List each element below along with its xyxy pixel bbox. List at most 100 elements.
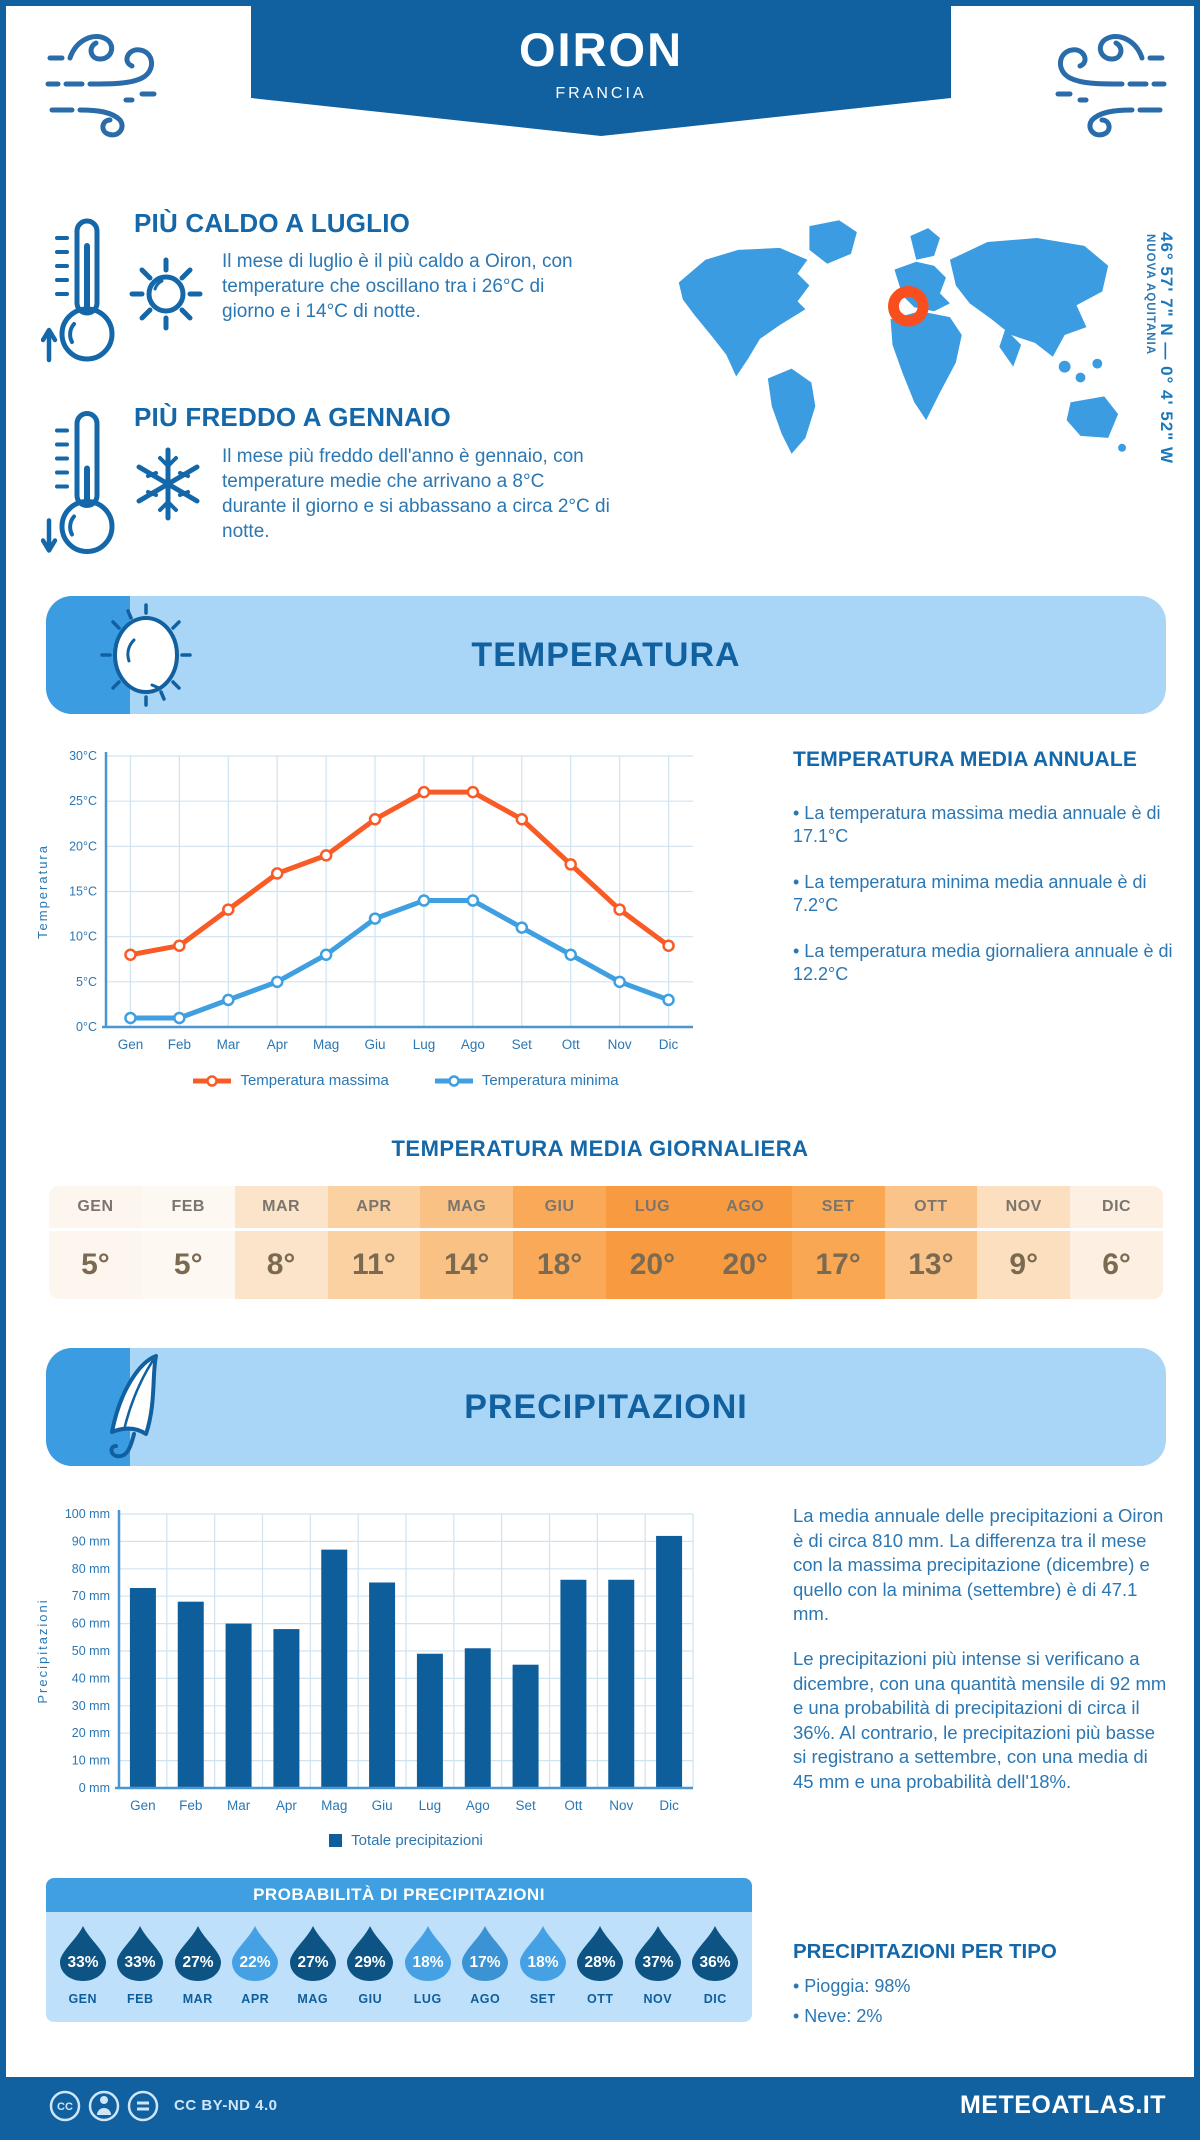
svg-text:Apr: Apr — [276, 1798, 298, 1813]
probability-drop: 27% MAG — [284, 1924, 342, 2006]
table-month-cell: OTT — [884, 1186, 978, 1228]
table-month-cell: GIU — [513, 1186, 606, 1228]
precipitation-probability-drops: 33% GEN 33% FEB 27% MAR 22% APR 27% MAG 29% GIU 18% L… — [46, 1912, 752, 2022]
precipitation-banner: PRECIPITAZIONI — [46, 1348, 1166, 1466]
country-subtitle: FRANCIA — [555, 85, 647, 102]
water-drop-icon: 18% — [519, 1926, 566, 1981]
probability-drop: 28% OTT — [572, 1924, 630, 2006]
daily-temperature-title: TEMPERATURA MEDIA GIORNALIERA — [391, 1136, 809, 1161]
svg-text:27%: 27% — [182, 1954, 213, 1971]
svg-text:18%: 18% — [527, 1954, 558, 1971]
water-drop-icon: 18% — [404, 1926, 451, 1981]
svg-text:33%: 33% — [125, 1954, 156, 1971]
svg-text:50 mm: 50 mm — [72, 1644, 110, 1658]
svg-text:90 mm: 90 mm — [72, 1534, 110, 1548]
svg-text:Temperatura: Temperatura — [35, 844, 50, 939]
annual-temperature-bullets: • La temperatura massima media annuale è… — [793, 802, 1178, 986]
header-text: OIRON FRANCIA — [251, 6, 951, 103]
per-type-bullet: • Neve: 2% — [793, 2005, 883, 2026]
probability-drop: 29% GIU — [342, 1924, 400, 2006]
svg-text:Mar: Mar — [227, 1798, 251, 1813]
table-value-cell: 18° — [513, 1231, 606, 1299]
site-label: METEOATLAS.IT — [959, 2091, 1166, 2119]
table-month-cell: DIC — [1070, 1186, 1163, 1228]
table-month-cell: MAR — [234, 1186, 328, 1228]
svg-text:Mar: Mar — [217, 1037, 241, 1052]
svg-text:Nov: Nov — [609, 1798, 633, 1813]
svg-text:0 mm: 0 mm — [79, 1781, 110, 1795]
svg-text:Ott: Ott — [562, 1037, 580, 1052]
legend-item: Temperatura massima — [193, 1072, 389, 1089]
svg-text:CC: CC — [57, 2101, 73, 2113]
header-banner — [251, 6, 951, 136]
legend-item: Totale precipitazioni — [329, 1832, 483, 1849]
thermometer-down-icon — [41, 411, 115, 554]
svg-text:5°C: 5°C — [76, 975, 97, 989]
table-month-cell: MAG — [420, 1186, 514, 1228]
temperature-chart: 0°C 5°C 10°C 15°C 20°C 25°C 30°C Gen Feb Mar Apr Ma… — [35, 749, 693, 1052]
temperature-section-title: TEMPERATURA — [471, 636, 741, 674]
annual-temperature-panel: TEMPERATURA MEDIA ANNUALE • La temperatu… — [793, 748, 1178, 986]
precipitation-paragraph: La media annuale delle precipitazioni a … — [793, 1505, 1164, 1625]
svg-text:25°C: 25°C — [69, 794, 97, 808]
table-month-cell: LUG — [606, 1186, 699, 1228]
region-label: NUOVA AQUITANIA — [1144, 234, 1156, 356]
precipitation-chart-legend: Totale precipitazioni — [106, 1832, 706, 1849]
svg-text:33%: 33% — [67, 1954, 98, 1971]
svg-text:10 mm: 10 mm — [72, 1754, 110, 1768]
thermometer-up-icon — [41, 218, 115, 363]
probability-drop: 22% APR — [227, 1924, 285, 2006]
annual-temperature-bullet: • La temperatura massima media annuale è… — [793, 803, 1161, 847]
water-drop-icon: 33% — [117, 1926, 164, 1981]
water-drop-icon: 27% — [174, 1926, 221, 1981]
probability-drop: 17% AGO — [457, 1924, 515, 2006]
svg-text:0°C: 0°C — [76, 1020, 97, 1034]
svg-text:Nov: Nov — [608, 1037, 632, 1052]
temperature-banner: TEMPERATURA — [46, 596, 1166, 714]
svg-text:Ott: Ott — [564, 1798, 582, 1813]
table-value-cell: 20° — [698, 1231, 792, 1299]
table-month-cell: FEB — [141, 1186, 235, 1228]
temperature-chart-legend: Temperatura massima Temperatura minima — [106, 1072, 706, 1089]
drop-month-label: FEB — [127, 1992, 154, 2006]
per-type-bullet: • Pioggia: 98% — [793, 1976, 911, 1996]
svg-text:Lug: Lug — [413, 1037, 436, 1052]
svg-text:27%: 27% — [297, 1954, 328, 1971]
drop-month-label: MAG — [297, 1992, 329, 2006]
table-value-cell: 20° — [606, 1231, 699, 1299]
table-value-row: 5° 5° 8° 11° 14° 18° 20° 20° 17° 13° 9° 6° — [49, 1231, 1163, 1299]
precipitation-per-type-bullets: • Pioggia: 98% • Neve: 2% — [793, 1972, 1153, 2031]
svg-text:Apr: Apr — [267, 1037, 289, 1052]
annual-temperature-bullet: • La temperatura media giornaliera annua… — [793, 940, 1173, 984]
svg-text:18%: 18% — [412, 1954, 443, 1971]
svg-text:Giu: Giu — [365, 1037, 386, 1052]
water-drop-icon: 29% — [347, 1926, 394, 1981]
svg-text:Set: Set — [512, 1037, 533, 1052]
svg-text:20°C: 20°C — [69, 839, 97, 853]
drop-month-label: AGO — [470, 1992, 501, 2006]
coordinates-label: 46° 57' 7" N — 0° 4' 52" W — [1157, 232, 1176, 465]
probability-drop: 33% FEB — [112, 1924, 170, 2006]
probability-drop: 18% SET — [514, 1924, 572, 2006]
table-value-cell: 13° — [884, 1231, 978, 1299]
table-value-cell: 17° — [791, 1231, 885, 1299]
svg-text:Feb: Feb — [179, 1798, 202, 1813]
drop-month-label: LUG — [413, 1992, 442, 2006]
table-month-row: GEN FEB MAR APR MAG GIU LUG AGO SET OTT NOV DIC — [49, 1186, 1163, 1228]
precipitation-paragraph: Le precipitazioni più intense si verific… — [793, 1647, 1167, 1792]
annual-temperature-title: TEMPERATURA MEDIA ANNUALE — [793, 748, 1138, 771]
drop-month-label: GIU — [358, 1992, 383, 2006]
daily-temperature-table: GEN FEB MAR APR MAG GIU LUG AGO SET OTT NOV DIC 5° 5… — [49, 1186, 1163, 1299]
water-drop-icon: 37% — [634, 1926, 681, 1981]
svg-text:29%: 29% — [355, 1954, 386, 1971]
drop-month-label: OTT — [587, 1992, 614, 2006]
equals-icon — [127, 2090, 159, 2121]
table-month-cell: APR — [327, 1186, 421, 1228]
table-value-cell: 6° — [1070, 1231, 1163, 1299]
wind-icon — [1055, 34, 1167, 138]
cc-icon — [49, 2090, 81, 2121]
precipitation-per-type-panel: PRECIPITAZIONI PER TIPO • Pioggia: 98% • … — [793, 1940, 1153, 2031]
snowflake-icon — [136, 447, 200, 521]
drop-month-label: DIC — [703, 1992, 727, 2006]
